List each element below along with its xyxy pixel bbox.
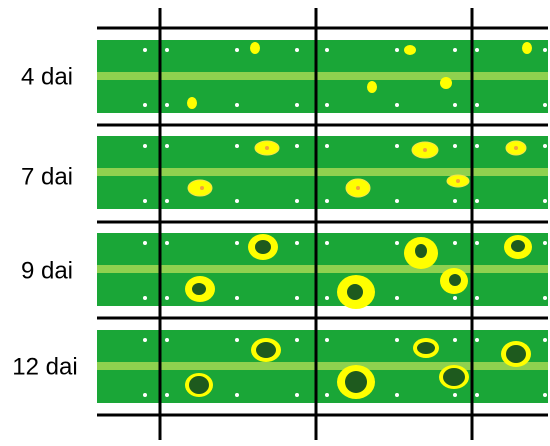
lesions-4dai <box>187 42 532 109</box>
row-label: 12 dai <box>12 353 77 380</box>
lesions-12dai <box>185 338 531 399</box>
leaf-strip <box>97 40 548 113</box>
leaf-strip <box>97 136 548 209</box>
row-label: 9 dai <box>21 257 73 284</box>
row-label: 4 dai <box>21 63 73 90</box>
row-label: 7 dai <box>21 163 73 190</box>
lesions-7dai <box>187 140 527 198</box>
leaf-strip <box>97 233 548 306</box>
leaf-strip <box>97 330 548 403</box>
grid-frame <box>97 8 548 440</box>
lesions-9dai <box>185 234 532 309</box>
